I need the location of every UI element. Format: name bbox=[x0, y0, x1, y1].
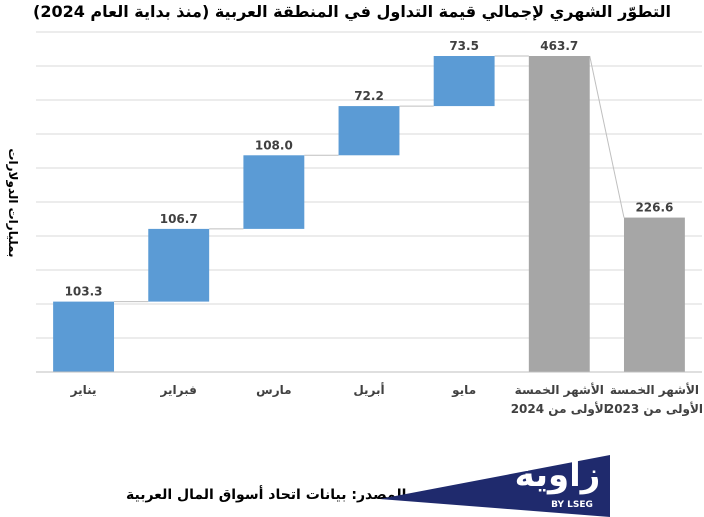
tick-label: يناير bbox=[70, 383, 97, 397]
bar bbox=[148, 228, 210, 302]
tick-label: أبريل bbox=[353, 382, 384, 397]
data-label: 73.5 bbox=[449, 39, 479, 53]
tick-label: الأشهر الخمسة bbox=[610, 382, 699, 397]
connector-lines bbox=[114, 55, 625, 303]
value-labels: 103.3 106.7 108.0 72.2 73.5 463.7 226.6 bbox=[65, 39, 674, 299]
tick-label: فبراير bbox=[160, 383, 197, 397]
logo-wordmark: زاوية bbox=[514, 455, 601, 495]
data-label: 106.7 bbox=[160, 212, 198, 226]
tick-label: مارس bbox=[256, 383, 291, 397]
data-label: 463.7 bbox=[540, 39, 578, 53]
source-note: المصدر: بيانات اتحاد أسواق المال العربية bbox=[126, 487, 407, 503]
bar bbox=[53, 301, 115, 372]
tick-label: مايو bbox=[451, 383, 476, 398]
logo-background bbox=[380, 455, 610, 517]
tick-label: الأشهر الخمسة bbox=[515, 382, 604, 397]
bars bbox=[53, 56, 685, 372]
tick-label: الأولى من 2024 bbox=[511, 401, 608, 417]
data-label: 103.3 bbox=[65, 285, 103, 299]
category-labels: يناير فبراير مارس أبريل مايو الأشهر الخمسةالأ… bbox=[70, 382, 703, 417]
bar bbox=[338, 106, 400, 156]
bar bbox=[528, 56, 590, 372]
bar bbox=[623, 217, 685, 372]
bar bbox=[243, 155, 305, 229]
connector-line bbox=[589, 55, 625, 218]
chart-title: التطوّر الشهري لإجمالي قيمة التداول في ا… bbox=[33, 2, 671, 21]
bar bbox=[433, 56, 495, 107]
data-label: 226.6 bbox=[635, 201, 673, 215]
zawya-logo-banner bbox=[380, 455, 610, 517]
gridlines bbox=[36, 31, 702, 339]
data-label: 108.0 bbox=[255, 138, 293, 152]
tick-label: الأولى من 2023 bbox=[606, 401, 703, 417]
data-label: 72.2 bbox=[354, 89, 384, 103]
logo-subtitle: BY LSEG bbox=[551, 500, 593, 510]
waterfall-chart: 103.3 106.7 108.0 72.2 73.5 463.7 226.6 يناير ف… bbox=[36, 31, 703, 417]
